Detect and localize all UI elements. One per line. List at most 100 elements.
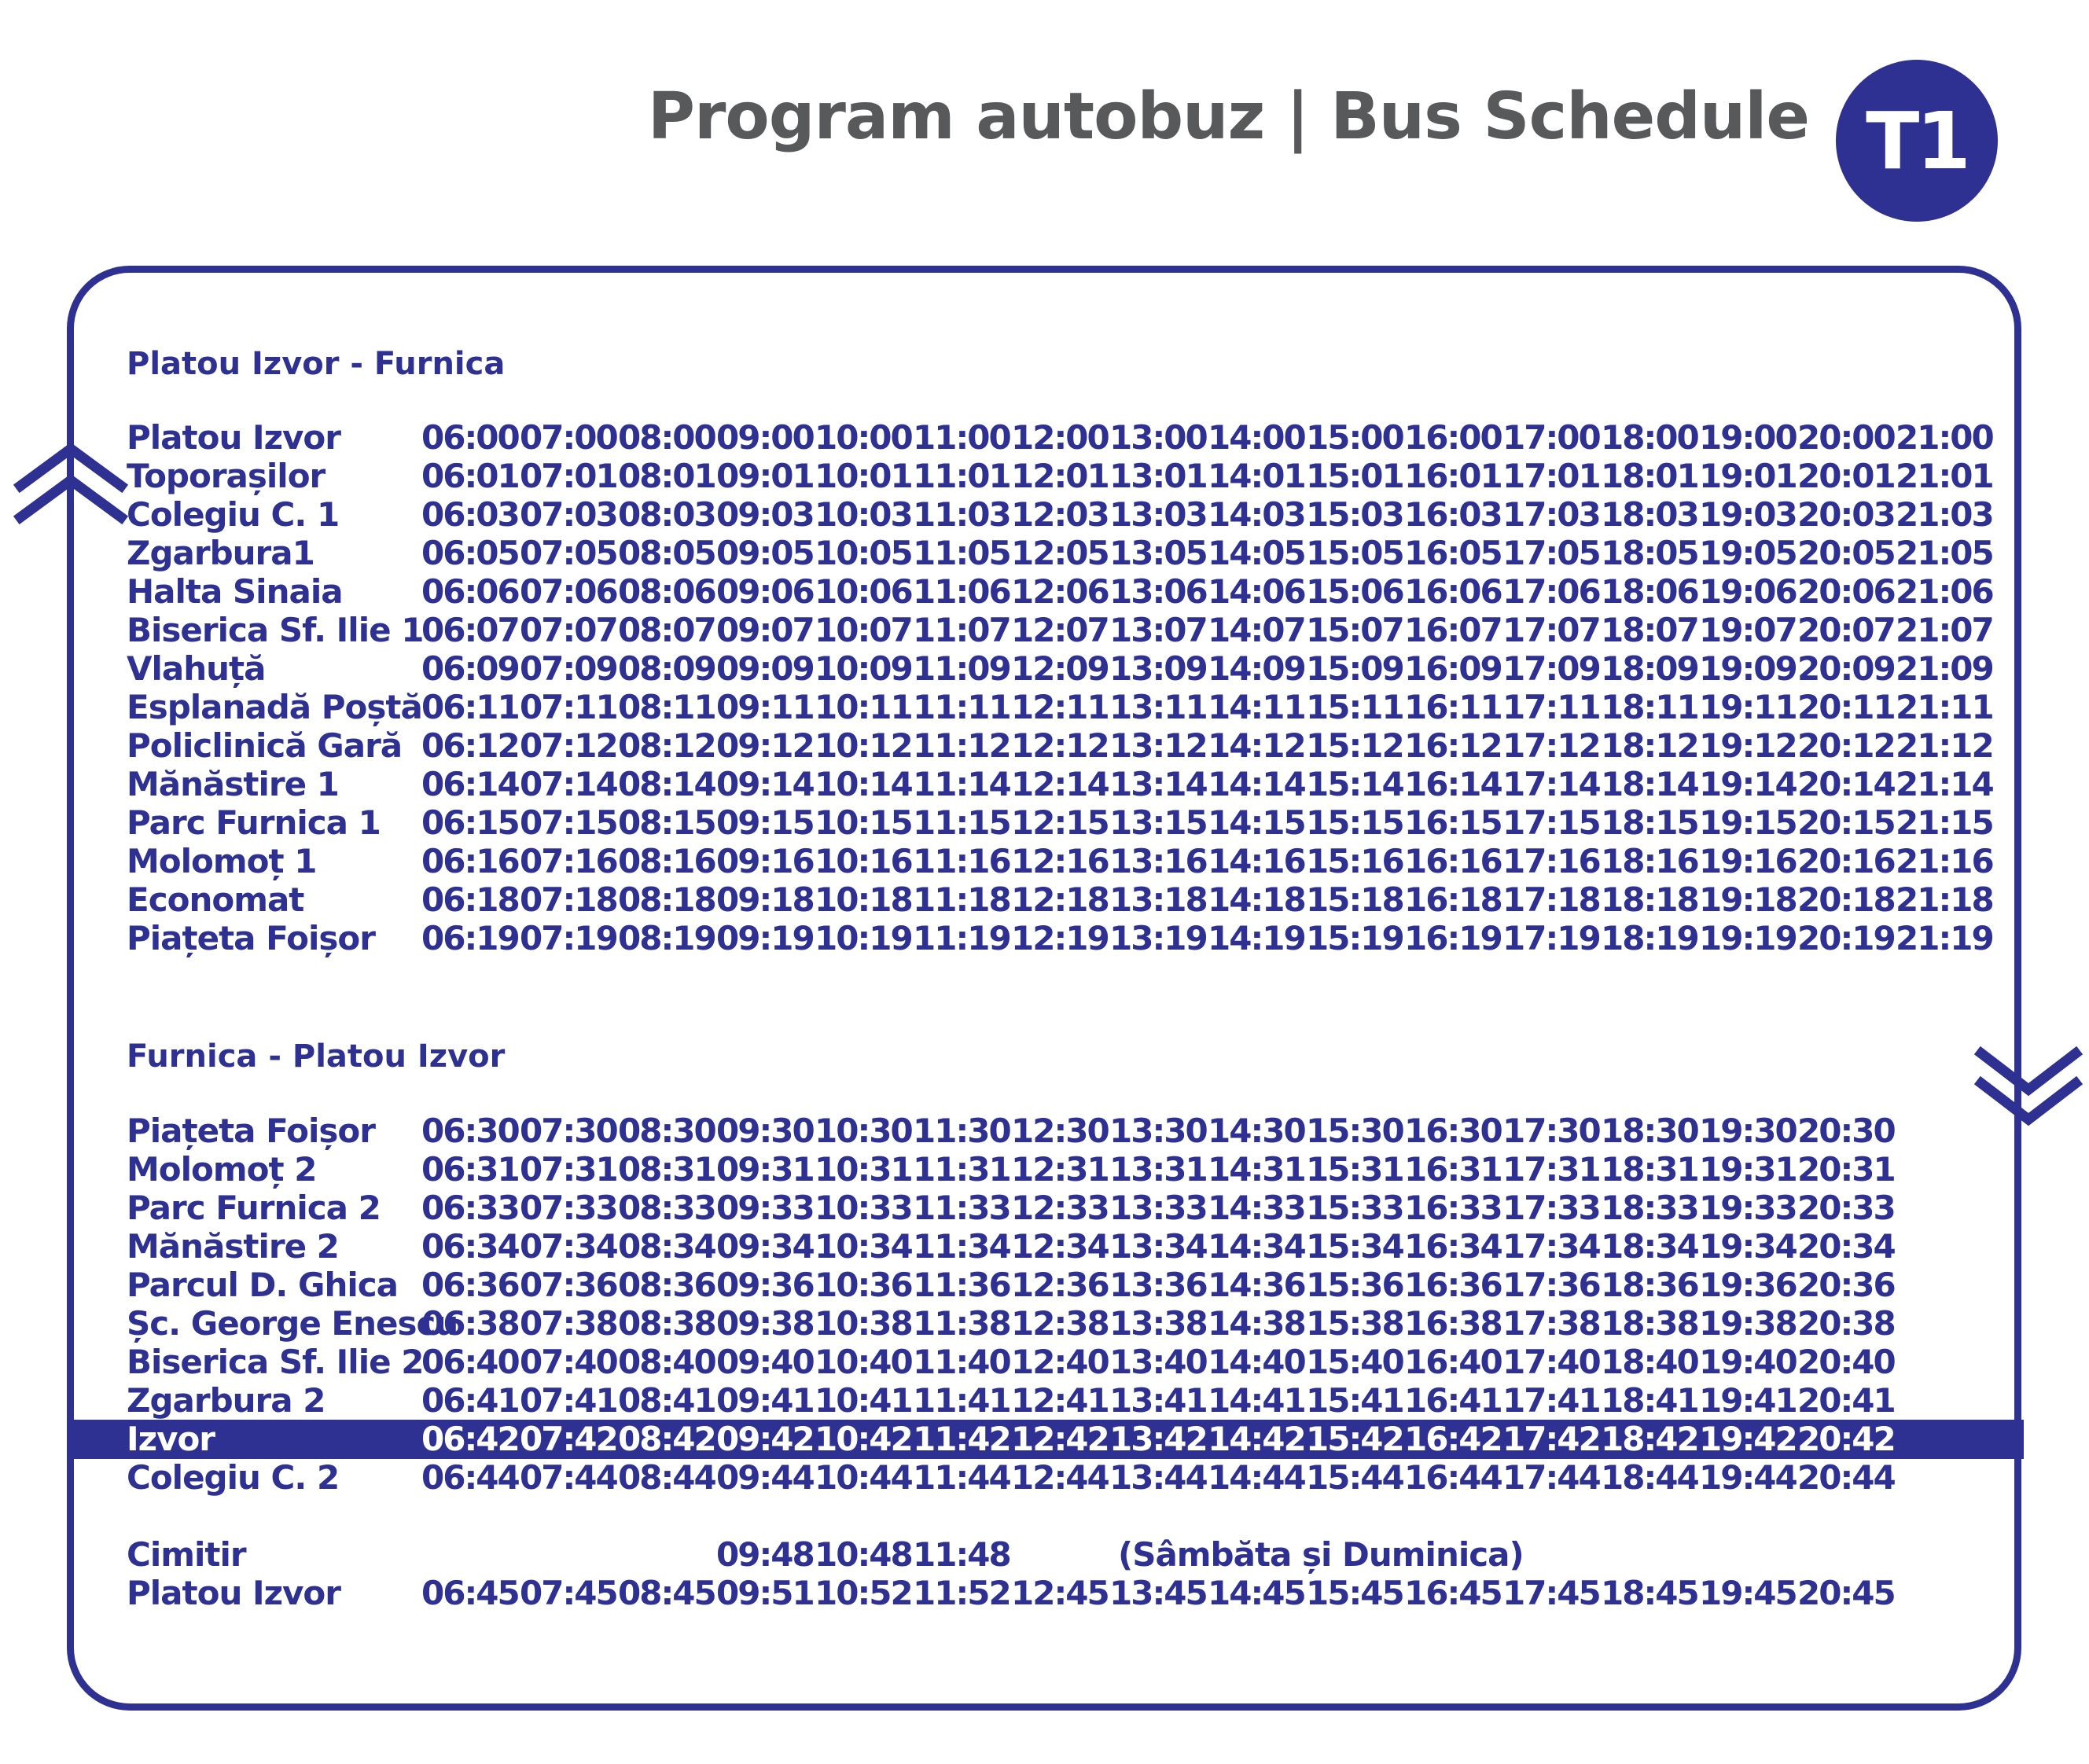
timetable-row: Platou Izvor 06:45 07:45 08:45 09:51 10:52 11:… <box>0 1574 2089 1612</box>
departure-time: 11:30 <box>913 1112 1012 1150</box>
departure-time: 18:07 <box>1601 611 1700 649</box>
departure-time: 06:30 <box>421 1112 520 1150</box>
departure-time: 21:09 <box>1896 649 1995 688</box>
departure-time: 17:33 <box>1502 1189 1602 1227</box>
departure-time: 06:38 <box>421 1304 520 1343</box>
departure-time: 07:15 <box>520 803 619 842</box>
departure-time: 09:01 <box>716 457 815 495</box>
departure-time: 14:33 <box>1208 1189 1307 1227</box>
departure-time: 21:14 <box>1896 765 1995 803</box>
timetable-row: Piațeta Foișor 06:30 07:30 08:30 09:30 10:30 1… <box>0 1112 2089 1150</box>
departure-time: 14:03 <box>1208 495 1307 534</box>
departure-time: 20:42 <box>1797 1420 1896 1458</box>
departure-time: 18:44 <box>1601 1458 1700 1497</box>
stop-name: Vlahuță <box>127 649 266 688</box>
departure-time: 14:36 <box>1208 1266 1307 1304</box>
departure-time: 13:16 <box>1109 842 1208 880</box>
departure-time: 07:03 <box>520 495 619 534</box>
departure-time: 10:30 <box>815 1112 914 1150</box>
departure-time: 15:34 <box>1306 1227 1405 1266</box>
page-title: Program autobuz | Bus Schedule <box>647 79 1810 154</box>
departure-time: 20:41 <box>1797 1381 1896 1420</box>
departure-time: 17:05 <box>1502 534 1602 572</box>
departure-time: 18:00 <box>1601 418 1700 457</box>
departure-time: 07:45 <box>520 1574 619 1612</box>
departure-time: 17:18 <box>1502 880 1602 919</box>
stop-name: Platou Izvor <box>127 418 341 457</box>
departure-time: 15:03 <box>1306 495 1405 534</box>
departure-time: 12:40 <box>1011 1343 1110 1381</box>
departure-time: 09:15 <box>716 803 815 842</box>
departure-time: 07:00 <box>520 418 619 457</box>
departure-time: 09:19 <box>716 919 815 957</box>
departure-time: 06:14 <box>421 765 520 803</box>
departure-time: 18:31 <box>1601 1150 1700 1189</box>
departure-time: 20:03 <box>1797 495 1896 534</box>
departure-time: 09:31 <box>716 1150 815 1189</box>
departure-time: 11:19 <box>913 919 1012 957</box>
departure-time: 10:40 <box>815 1343 914 1381</box>
departure-time: 08:42 <box>618 1420 717 1458</box>
departure-time: 20:45 <box>1797 1574 1896 1612</box>
departure-time: 11:31 <box>913 1150 1012 1189</box>
stop-name: Policlinică Gară <box>127 726 403 765</box>
departure-time: 17:11 <box>1502 688 1602 726</box>
departure-time: 09:51 <box>716 1574 815 1612</box>
departure-time: 08:41 <box>618 1381 717 1420</box>
departure-time: 11:18 <box>913 880 1012 919</box>
route-badge: T1 <box>1836 60 1998 222</box>
departure-time: 12:11 <box>1011 688 1110 726</box>
departure-time: 19:44 <box>1699 1458 1798 1497</box>
departure-time: 18:03 <box>1601 495 1700 534</box>
stop-name: Zgarbura1 <box>127 534 315 572</box>
departure-time: 07:41 <box>520 1381 619 1420</box>
departure-time: 17:34 <box>1502 1227 1602 1266</box>
departure-time: 12:15 <box>1011 803 1110 842</box>
departure-time: 19:18 <box>1699 880 1798 919</box>
departure-time: 06:00 <box>421 418 520 457</box>
departure-time: 19:07 <box>1699 611 1798 649</box>
departure-time: 09:06 <box>716 572 815 611</box>
departure-time: 06:07 <box>421 611 520 649</box>
departure-time: 09:14 <box>716 765 815 803</box>
departure-time: 16:16 <box>1404 842 1503 880</box>
stop-name: Izvor <box>127 1420 215 1458</box>
departure-time: 07:42 <box>520 1420 619 1458</box>
departure-time: 15:45 <box>1306 1574 1405 1612</box>
departure-time: 10:44 <box>815 1458 914 1497</box>
departure-time: 12:16 <box>1011 842 1110 880</box>
timetable-row: Șc. George Enescu 06:38 07:38 08:38 09:38 10:… <box>0 1304 2089 1343</box>
departure-time: 08:06 <box>618 572 717 611</box>
departure-time: 20:11 <box>1797 688 1896 726</box>
departure-time: 08:19 <box>618 919 717 957</box>
timetable-row: Izvor 06:42 07:42 08:42 09:42 10:42 11:42 12:42… <box>0 1420 2089 1458</box>
stop-name: Halta Sinaia <box>127 572 344 611</box>
departure-time: 17:14 <box>1502 765 1602 803</box>
departure-time: 08:03 <box>618 495 717 534</box>
departure-time: 17:19 <box>1502 919 1602 957</box>
departure-time: 06:16 <box>421 842 520 880</box>
departure-time: 08:07 <box>618 611 717 649</box>
departure-time: 17:42 <box>1502 1420 1602 1458</box>
departure-time: 09:11 <box>716 688 815 726</box>
departure-time: 06:05 <box>421 534 520 572</box>
departure-time: 16:06 <box>1404 572 1503 611</box>
departure-time: 13:09 <box>1109 649 1208 688</box>
timetable-row: Parc Furnica 2 06:33 07:33 08:33 09:33 10:33 1… <box>0 1189 2089 1227</box>
stop-name: Parc Furnica 2 <box>127 1189 381 1227</box>
departure-time: 08:44 <box>618 1458 717 1497</box>
departure-time: 15:00 <box>1306 418 1405 457</box>
departure-time: 19:01 <box>1699 457 1798 495</box>
departure-time: 18:15 <box>1601 803 1700 842</box>
departure-time: 12:41 <box>1011 1381 1110 1420</box>
departure-time: 14:41 <box>1208 1381 1307 1420</box>
departure-time: 07:30 <box>520 1112 619 1150</box>
departure-time: 10:09 <box>815 649 914 688</box>
departure-time: 18:16 <box>1601 842 1700 880</box>
departure-time: 11:12 <box>913 726 1012 765</box>
stop-name: Toporașilor <box>127 457 325 495</box>
departure-time: 14:19 <box>1208 919 1307 957</box>
departure-time: 06:09 <box>421 649 520 688</box>
departure-time: 07:01 <box>520 457 619 495</box>
departure-time: 16:11 <box>1404 688 1503 726</box>
